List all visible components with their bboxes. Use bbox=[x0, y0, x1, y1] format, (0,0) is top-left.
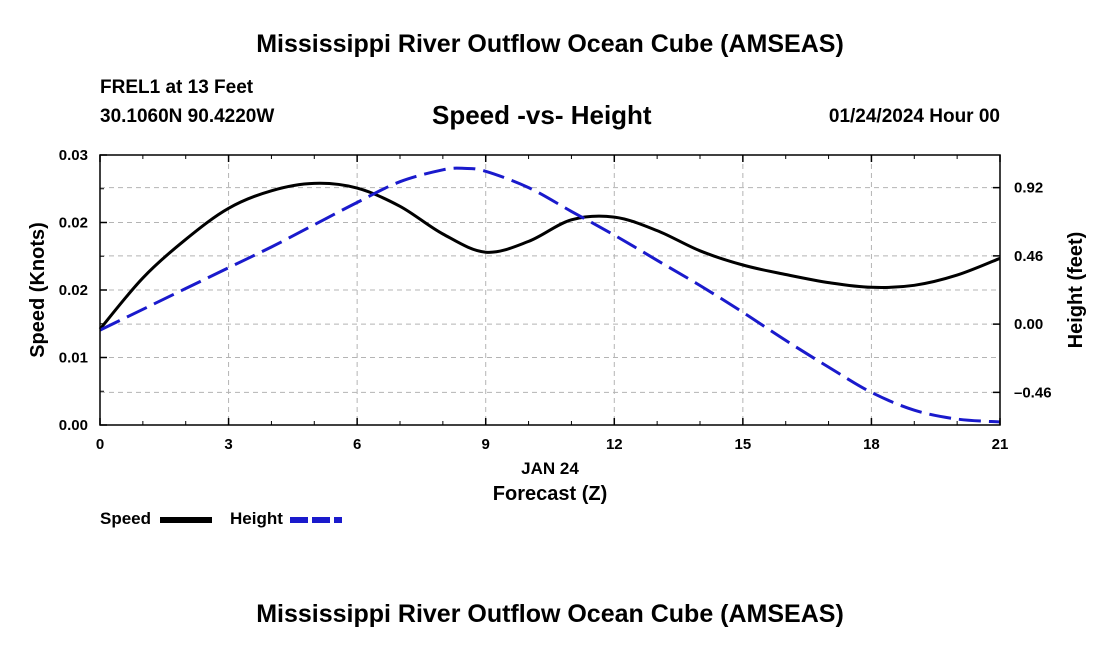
y-tick-label: 0.02 bbox=[59, 282, 88, 299]
y-tick-label: 0.01 bbox=[59, 350, 88, 367]
y-tick-label: 0.03 bbox=[59, 147, 88, 164]
series-height-line bbox=[99, 166, 1001, 424]
x-tick-label: 0 bbox=[96, 436, 104, 453]
datetime-label: 01/24/2024 Hour 00 bbox=[828, 106, 1000, 127]
station-label: FREL1 at 13 Feet bbox=[100, 77, 254, 98]
series-layer bbox=[98, 166, 1001, 424]
x-tick-label: 15 bbox=[735, 436, 752, 453]
legend-height-label: Height bbox=[230, 509, 283, 528]
chart: 0 3 6 9 12 15 18 21 0.00 0.01 0.02 0.02 0.03 –0.46 0.0… bbox=[27, 147, 1087, 505]
x-tick-label: 12 bbox=[606, 436, 623, 453]
series-speed-line bbox=[98, 181, 1001, 331]
y2-tick-label: –0.46 bbox=[1014, 384, 1052, 401]
x-axis-title: Forecast (Z) bbox=[493, 483, 607, 505]
x-tick-label: 3 bbox=[224, 436, 232, 453]
y-tick-label: 0.00 bbox=[59, 417, 88, 434]
y-tick-label: 0.02 bbox=[59, 215, 88, 232]
x-tick-label: 9 bbox=[482, 436, 490, 453]
y2-axis-title: Height (feet) bbox=[1065, 232, 1087, 349]
tick-layer bbox=[99, 154, 1001, 426]
coordinates-label: 30.1060N 90.4220W bbox=[100, 106, 275, 127]
x-tick-label: 6 bbox=[353, 436, 361, 453]
chart-title: Speed -vs- Height bbox=[432, 100, 652, 130]
legend-speed-label: Speed bbox=[100, 509, 152, 528]
legend-speed-swatch bbox=[160, 517, 212, 523]
title-top: Mississippi River Outflow Ocean Cube (AM… bbox=[256, 30, 844, 58]
x-tick-label: 21 bbox=[992, 436, 1009, 453]
label-layer: 0 3 6 9 12 15 18 21 0.00 0.01 0.02 0.02 0.03 –0.46 0.0… bbox=[59, 147, 1052, 453]
y2-tick-label: 0.92 bbox=[1014, 180, 1043, 197]
title-bottom: Mississippi River Outflow Ocean Cube (AM… bbox=[256, 600, 844, 628]
y2-tick-label: 0.46 bbox=[1014, 248, 1043, 265]
x-tick-label: 18 bbox=[863, 436, 880, 453]
y-axis-title: Speed (Knots) bbox=[27, 222, 49, 358]
x-axis-date-label: JAN 24 bbox=[521, 459, 579, 478]
y2-tick-label: 0.00 bbox=[1014, 316, 1043, 333]
legend-height-swatch bbox=[290, 517, 342, 523]
grid-layer bbox=[100, 155, 1000, 425]
